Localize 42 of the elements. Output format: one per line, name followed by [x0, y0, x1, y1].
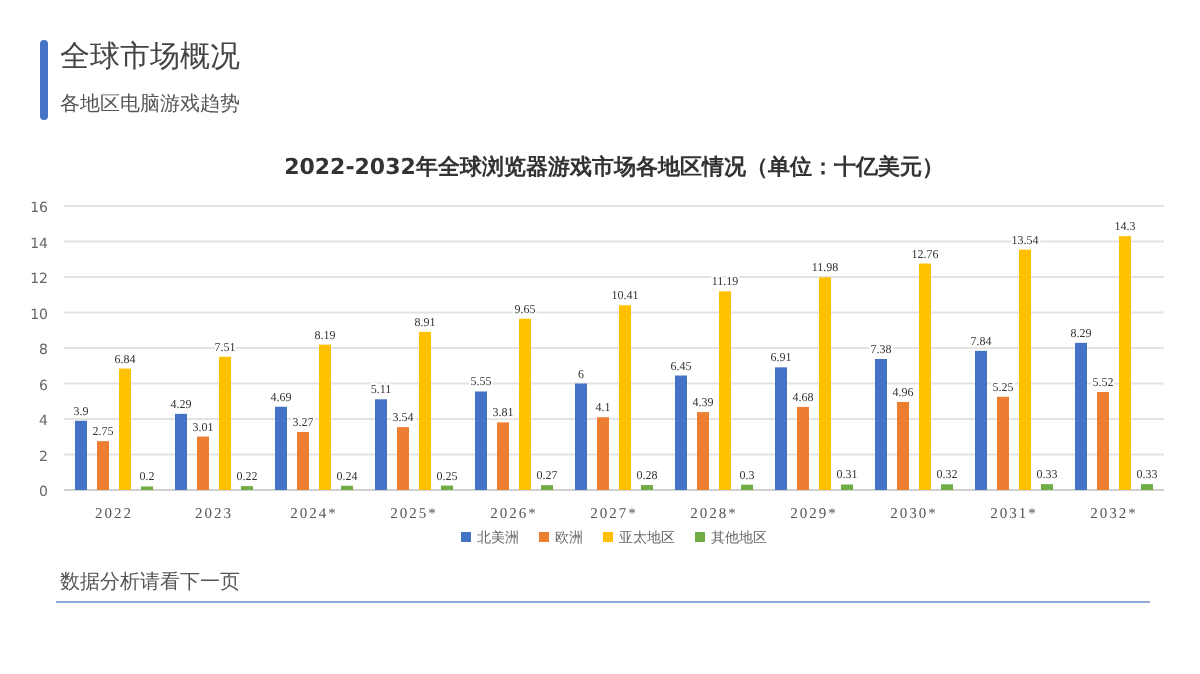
- bar: [319, 344, 331, 490]
- text: 全球市场概况: [60, 38, 240, 74]
- text: 各地区电脑游戏趋势: [60, 92, 240, 116]
- bar: [819, 277, 831, 490]
- bar: [219, 356, 231, 490]
- bar: [1019, 249, 1031, 490]
- bar: [841, 484, 853, 490]
- bar: [1075, 342, 1087, 490]
- bar: [597, 417, 609, 490]
- bar: [397, 427, 409, 490]
- bar: [797, 406, 809, 490]
- bar: [1141, 484, 1153, 490]
- bar: [297, 431, 309, 490]
- bar: [497, 422, 509, 490]
- bar: [519, 318, 531, 490]
- chart-title: 2022-2032年全球浏览器游戏市场各地区情况（单位：十亿美元）: [284, 154, 944, 180]
- bar: [897, 401, 909, 490]
- bar: [919, 263, 931, 490]
- bar: [719, 291, 731, 490]
- bar: [619, 305, 631, 490]
- bar: [375, 399, 387, 490]
- bar: [1119, 236, 1131, 490]
- bar: [741, 484, 753, 490]
- bar: [997, 396, 1009, 490]
- bar: [1097, 392, 1109, 490]
- bar: [75, 420, 87, 490]
- bar: [975, 350, 987, 490]
- bar: [97, 441, 109, 490]
- bar: [675, 375, 687, 490]
- bar: [575, 383, 587, 490]
- bar: [875, 359, 887, 490]
- bar: [697, 412, 709, 490]
- bar: [275, 406, 287, 490]
- bar: [775, 367, 787, 490]
- bar: [941, 484, 953, 490]
- bar: [175, 413, 187, 490]
- bar: [1041, 484, 1053, 490]
- text: 数据分析请看下一页: [60, 570, 240, 594]
- bar: [197, 436, 209, 490]
- bar: [475, 391, 487, 490]
- bar: [419, 331, 431, 490]
- bar: [119, 368, 131, 490]
